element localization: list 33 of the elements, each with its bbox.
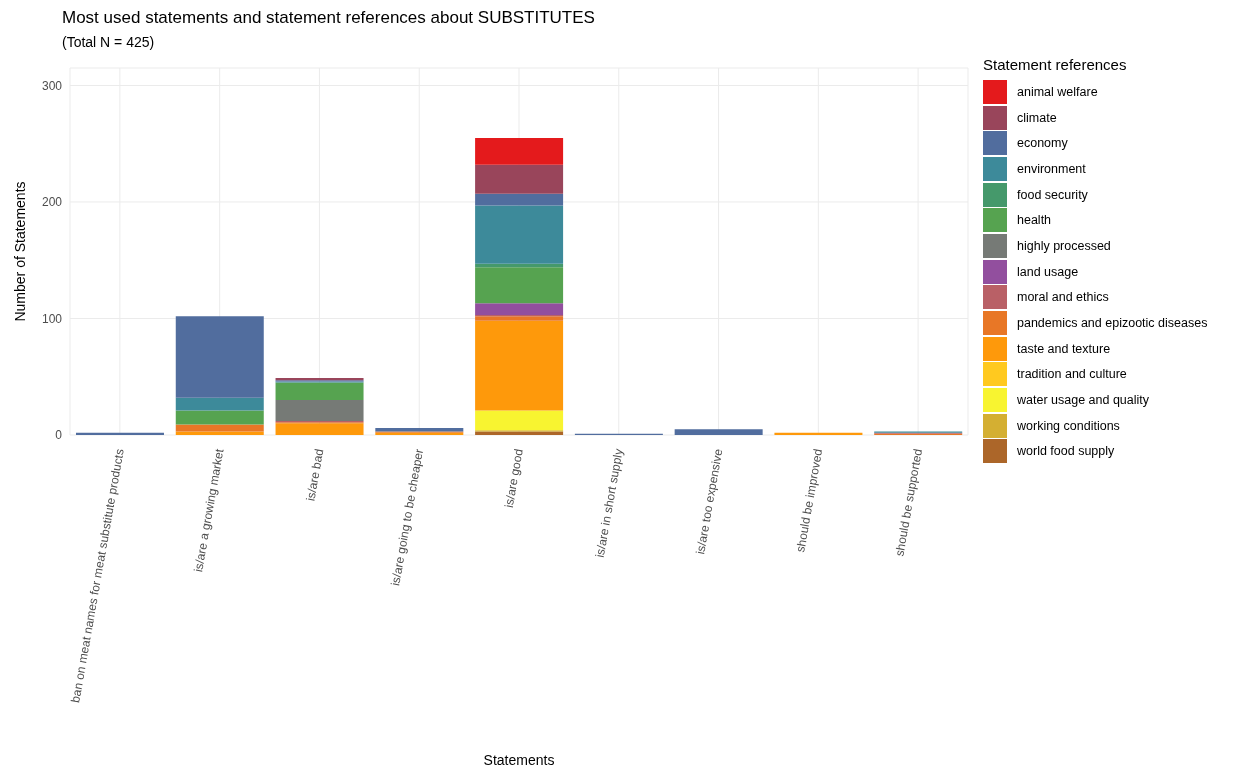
legend-label: pandemics and epizootic diseases — [1017, 316, 1208, 331]
y-tick-label: 300 — [41, 78, 63, 93]
legend-label: climate — [1017, 110, 1057, 125]
chart-title: Most used statements and statement references about SUBSTITUTES — [62, 8, 595, 28]
x-axis-title: Statements — [483, 752, 555, 768]
x-tick-label: is/are going to be cheaper — [388, 447, 427, 587]
legend-label: land usage — [1017, 264, 1079, 279]
legend-label: taste and texture — [1017, 341, 1111, 356]
y-tick-label: 0 — [55, 428, 63, 443]
x-tick-label: should be improved — [793, 447, 826, 554]
x-tick-label: ban on meat names for meat substitute products — [68, 447, 127, 704]
legend-label: moral and ethics — [1017, 290, 1109, 305]
legend-label: water usage and quality — [1017, 393, 1150, 408]
y-tick-label: 100 — [41, 311, 63, 326]
legend-label: health — [1017, 213, 1052, 228]
legend-label: world food supply — [1017, 444, 1115, 459]
x-tick-label: is/are too expensive — [693, 447, 726, 556]
legend-label: animal welfare — [1017, 84, 1098, 99]
x-tick-label: is/are in short supply — [592, 447, 626, 559]
legend-label: highly processed — [1017, 238, 1111, 253]
x-tick-label: is/are good — [501, 447, 526, 509]
y-tick-label: 200 — [41, 195, 63, 210]
legend-title: Statement references — [983, 56, 1128, 73]
x-tick-label: is/are bad — [303, 447, 327, 503]
legend-label: working conditions — [1017, 418, 1120, 433]
legend-label: economy — [1017, 136, 1068, 151]
y-axis-title: Number of Statements — [11, 181, 28, 322]
legend-label: food security — [1017, 187, 1088, 202]
legend-label: tradition and culture — [1017, 367, 1127, 382]
legend-label: environment — [1017, 161, 1086, 176]
x-tick-label: is/are a growing market — [191, 447, 227, 574]
x-tick-label: should be supported — [892, 447, 925, 558]
chart-subtitle: (Total N = 425) — [62, 34, 155, 50]
